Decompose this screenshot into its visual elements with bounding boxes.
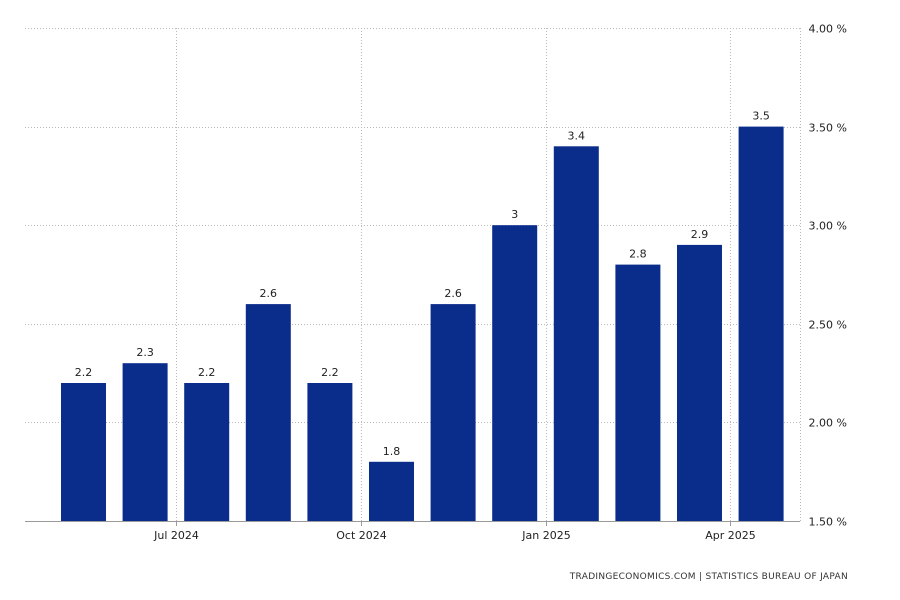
bar-value-label: 3.4	[568, 129, 586, 142]
bar-value-label: 2.3	[136, 346, 154, 359]
x-tick-label: Jan 2025	[521, 529, 570, 542]
bar-value-label: 2.6	[444, 287, 462, 300]
y-tick-label: 2.00 %	[809, 417, 847, 430]
bar-value-label: 2.9	[691, 228, 709, 241]
bar	[369, 461, 414, 521]
x-tick-label: Apr 2025	[705, 529, 756, 542]
bar-value-label: 2.6	[260, 287, 278, 300]
y-axis: 1.50 % 2.00 % 2.50 % 3.00 % 3.50 % 4.00 %	[809, 23, 847, 529]
x-tick-label: Oct 2024	[336, 529, 387, 542]
bars	[61, 126, 784, 522]
bar	[615, 264, 661, 521]
y-tick-label: 4.00 %	[809, 23, 847, 36]
y-tick-label: 2.50 %	[809, 319, 847, 332]
source-attribution: TRADINGECONOMICS.COM | STATISTICS BUREAU…	[569, 572, 848, 582]
y-tick-label: 3.50 %	[809, 122, 847, 135]
bar-value-label: 3	[511, 208, 518, 221]
bar-value-label: 2.2	[75, 366, 93, 379]
bar	[122, 363, 168, 521]
bar	[184, 383, 230, 521]
bar	[307, 383, 353, 521]
x-axis: Jul 2024 Oct 2024 Jan 2025 Apr 2025	[153, 521, 756, 542]
bar	[677, 244, 722, 521]
x-tick-label: Jul 2024	[153, 529, 199, 542]
bar	[492, 225, 538, 521]
bar-value-label: 2.2	[198, 366, 216, 379]
bar-value-label: 2.8	[629, 248, 647, 261]
bar	[430, 304, 476, 521]
y-tick-label: 1.50 %	[809, 516, 847, 529]
bar	[738, 126, 784, 521]
bar	[553, 146, 599, 522]
bar-value-label: 1.8	[383, 445, 401, 458]
bar	[61, 383, 106, 521]
data-labels: 2.2 2.3 2.2 2.6 2.2 1.8 2.6 3 3.4 2.8 2.9 3.5	[75, 110, 770, 458]
bar-value-label: 3.5	[752, 110, 770, 123]
bar	[245, 304, 291, 521]
bar-value-label: 2.2	[321, 366, 339, 379]
y-tick-label: 3.00 %	[809, 220, 847, 233]
